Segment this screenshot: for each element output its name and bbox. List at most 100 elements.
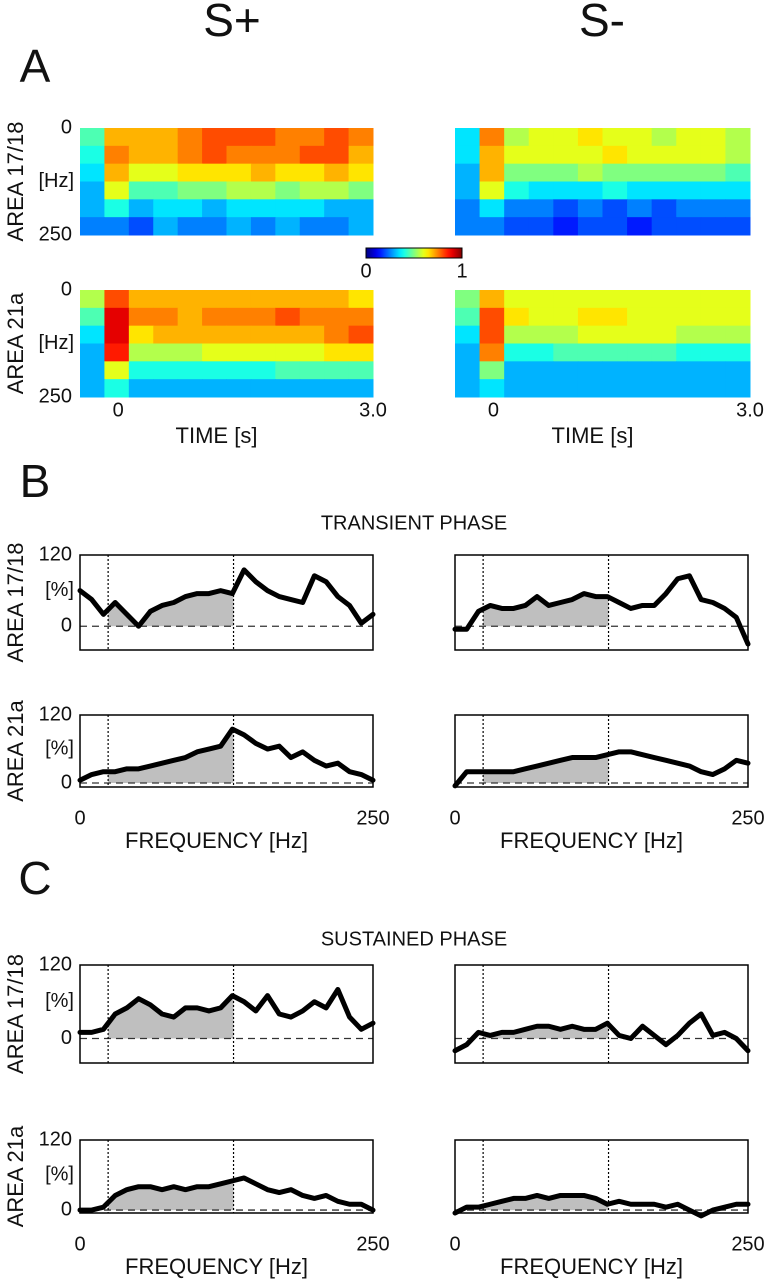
heatmap-cell — [528, 343, 554, 362]
heatmap-cell — [202, 343, 227, 362]
heatmap-cell — [528, 290, 554, 309]
heatmap-cell — [128, 217, 154, 236]
heatmap-cell — [104, 343, 130, 362]
heatmap-cell — [250, 379, 276, 398]
heatmap-cell — [504, 199, 530, 218]
heatmap-cell — [651, 307, 677, 327]
heatmap-cell — [627, 290, 653, 309]
heatmap-cell — [177, 199, 203, 218]
heatmap-cell — [725, 181, 751, 200]
data-line — [452, 1192, 751, 1219]
heatmap-cell — [226, 217, 252, 236]
heatmap-cell — [226, 361, 252, 380]
heatmap-cell — [324, 199, 350, 218]
heatmap-cell — [725, 325, 751, 344]
heatmap-cell — [651, 181, 677, 200]
heatmap-cell — [226, 307, 252, 327]
panel-letter: A — [20, 40, 51, 92]
heatmap-cell — [128, 290, 154, 309]
heatmap-cell — [651, 217, 677, 236]
y-axis-label: AREA 17/18 — [3, 122, 28, 242]
heatmap-cell — [80, 199, 105, 218]
heatmap-cell — [153, 128, 179, 147]
heatmap-cell — [553, 199, 579, 218]
heatmap-cell — [275, 181, 301, 200]
heatmap-cell — [128, 181, 154, 200]
heatmap-cell — [725, 217, 751, 236]
heatmap-cell — [725, 163, 751, 182]
heatmap-cell — [104, 307, 130, 327]
heatmap-cell — [553, 290, 579, 309]
heatmap-cell — [177, 325, 203, 344]
heatmap-cell — [324, 163, 350, 182]
heatmap-cell — [348, 290, 374, 309]
heatmap-cell — [104, 128, 130, 147]
heatmap-cell — [700, 199, 726, 218]
x-tick-label: 250 — [356, 1233, 389, 1255]
colorbar-tick-label: 0 — [360, 260, 371, 282]
heatmap-cell — [128, 199, 154, 218]
heatmap-cell — [479, 163, 505, 182]
plot-frame — [454, 554, 749, 651]
heatmap-cell — [250, 307, 276, 327]
data-line — [77, 1175, 376, 1213]
x-tick-label: 0 — [488, 399, 499, 421]
heatmap-cell — [177, 217, 203, 236]
heatmap-cell — [676, 307, 702, 327]
heatmap-cell — [299, 145, 325, 165]
y-axis-label: AREA 21a — [3, 1125, 28, 1227]
heatmap-cell — [250, 290, 276, 309]
heatmap-cell — [455, 128, 481, 147]
heatmap-cell — [275, 290, 301, 309]
plot-frame — [79, 1139, 374, 1214]
heatmap-cell — [226, 379, 252, 398]
colorbar — [365, 247, 463, 259]
heatmap-cell — [80, 145, 105, 165]
column-header: S+ — [203, 0, 261, 46]
heatmap-cell — [202, 361, 227, 380]
heatmap-cell — [348, 343, 374, 362]
heatmap-cell — [602, 307, 628, 327]
heatmap-cell — [504, 307, 530, 327]
heatmap-cell — [80, 217, 105, 236]
heatmap-cell — [348, 128, 374, 147]
heatmap-cell — [299, 307, 325, 327]
heatmap-cell — [324, 145, 350, 165]
y-tick-label: 120 — [39, 703, 72, 725]
heatmap-cell — [504, 128, 530, 147]
y-tick-label: 250 — [39, 223, 72, 245]
heatmap-cell — [104, 217, 130, 236]
heatmap-cell — [153, 181, 179, 200]
heatmap-cell — [177, 379, 203, 398]
heatmap-cell — [479, 343, 505, 362]
heatmap-cell — [250, 217, 276, 236]
heatmap-cell — [299, 181, 325, 200]
data-line — [77, 987, 376, 1035]
heatmap-cell — [627, 343, 653, 362]
y-axis-label: AREA 17/18 — [3, 954, 28, 1074]
heatmap-cell — [504, 217, 530, 236]
heatmap-cell — [177, 181, 203, 200]
heatmap-cell — [128, 163, 154, 182]
heatmap-cell — [153, 325, 179, 344]
heatmap-cell — [275, 307, 301, 327]
heatmap-cell — [627, 181, 653, 200]
y-tick-label: 0 — [61, 1027, 72, 1049]
x-axis-label: FREQUENCY [Hz] — [125, 1254, 308, 1279]
x-tick-label: 0 — [74, 807, 85, 829]
heatmap-cell — [128, 307, 154, 327]
heatmap-cell — [299, 379, 325, 398]
heatmap-cell — [226, 163, 252, 182]
heatmap-cell — [577, 163, 603, 182]
heatmap-cell — [627, 325, 653, 344]
heatmap-cell — [104, 290, 130, 309]
heatmap-cell — [627, 307, 653, 327]
heatmap-cell — [202, 379, 227, 398]
heatmap-cell — [250, 325, 276, 344]
heatmap-cell — [700, 361, 726, 380]
heatmap-cell — [104, 361, 130, 380]
heatmap-cell — [479, 199, 505, 218]
heatmap-cell — [299, 163, 325, 182]
heatmap-cell — [700, 217, 726, 236]
